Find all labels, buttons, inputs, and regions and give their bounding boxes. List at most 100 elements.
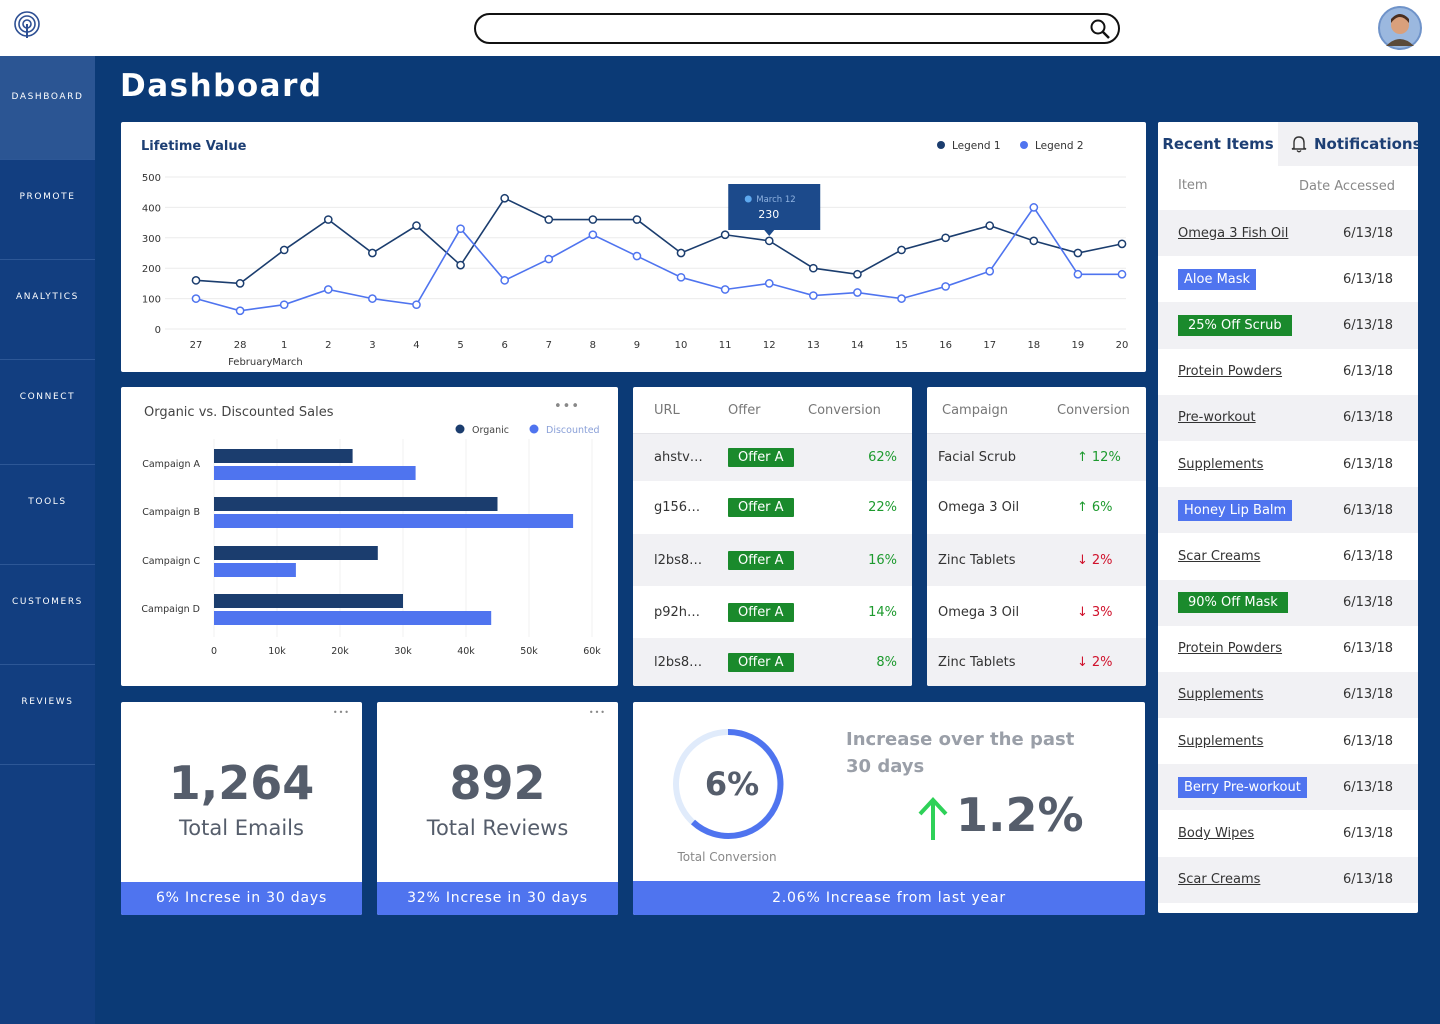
- y-tick-label: Campaign D: [141, 604, 200, 615]
- recent-item[interactable]: 25% Off Scrub: [1178, 314, 1292, 336]
- series-line: [195, 197, 1123, 285]
- conversion-gauge: 6% Total Conversion: [673, 728, 784, 864]
- bar: [214, 514, 574, 528]
- x-tick-label: 6: [501, 340, 507, 351]
- recent-item[interactable]: Supplements: [1178, 687, 1264, 703]
- conversion-cell: 8%: [876, 654, 897, 670]
- data-point: [279, 300, 289, 310]
- conversion-cell: 16%: [868, 552, 897, 568]
- data-point: [588, 230, 598, 240]
- more-menu[interactable]: •••: [553, 399, 580, 414]
- data-point: [941, 282, 950, 291]
- offer-tag[interactable]: Offer A: [728, 602, 794, 622]
- offer-tag[interactable]: Offer A: [728, 448, 794, 467]
- date-cell: 6/13/18: [1342, 826, 1394, 842]
- nav-item[interactable]: REVIEWS: [0, 665, 95, 765]
- change-value: 2%: [1091, 654, 1113, 670]
- recent-item[interactable]: Honey Lip Balm: [1178, 499, 1293, 521]
- nav-item[interactable]: DASHBOARD: [0, 56, 95, 160]
- legend-dot: [455, 424, 465, 434]
- recent-row: Protein Powders 6/13/18: [1158, 349, 1418, 395]
- bar-chart: Organic vs. Discounted Sales Organic Disco…: [141, 405, 601, 657]
- data-point: [676, 272, 686, 282]
- nav-item[interactable]: PROMOTE: [0, 160, 95, 260]
- month-label: March: [272, 357, 302, 368]
- stat-label: Total Reviews: [426, 816, 569, 840]
- recent-item[interactable]: Protein Powders: [1178, 364, 1283, 380]
- nav-item[interactable]: TOOLS: [0, 465, 95, 565]
- x-tick-label: 50k: [520, 646, 538, 657]
- data-point: [853, 288, 862, 297]
- data-point: [1117, 239, 1127, 249]
- change-value: 12%: [1091, 450, 1121, 465]
- data-point: [1029, 236, 1039, 246]
- recent-item[interactable]: Supplements: [1178, 456, 1264, 472]
- avatar[interactable]: [1378, 6, 1422, 50]
- recent-row: Aloe Mask 6/13/18: [1158, 256, 1418, 302]
- recent-item[interactable]: Scar Creams: [1178, 872, 1261, 888]
- offer-tag[interactable]: Offer A: [728, 550, 794, 570]
- data-point: [500, 193, 510, 203]
- campaign-cell: Omega 3 Oil: [938, 500, 1020, 515]
- table-row: g156… Offer A 22%: [633, 481, 912, 534]
- column-header: URL: [654, 402, 680, 418]
- search-icon[interactable]: [1088, 17, 1112, 41]
- nav-item[interactable]: ANALYTICS: [0, 260, 95, 360]
- notifications-tab[interactable]: Notifications: [1314, 135, 1418, 153]
- search-box[interactable]: [474, 13, 1120, 44]
- data-point: [1073, 248, 1083, 258]
- recent-row: Honey Lip Balm 6/13/18: [1158, 487, 1418, 534]
- x-tick-label: 14: [851, 340, 864, 351]
- campaign-cell: Facial Scrub: [938, 450, 1016, 465]
- recent-item[interactable]: Aloe Mask: [1178, 268, 1257, 290]
- item-cell: Supplements: [1158, 457, 1318, 472]
- x-tick-label: 15: [895, 340, 908, 351]
- recent-item[interactable]: Omega 3 Fish Oil: [1178, 225, 1289, 241]
- table-row: l2bs8… Offer A 16%: [633, 534, 912, 586]
- more-menu[interactable]: •••: [588, 708, 606, 717]
- recent-row: Pre-workout 6/13/18: [1158, 394, 1418, 441]
- nav-label: CONNECT: [19, 392, 76, 402]
- chart-title: Organic vs. Discounted Sales: [144, 405, 334, 420]
- recent-item[interactable]: Protein Powders: [1178, 641, 1283, 657]
- change-cell: 2%: [1077, 655, 1132, 670]
- conversion-cell: 14%: [868, 604, 897, 620]
- table-row: Omega 3 Oil 3%: [927, 586, 1146, 638]
- nav-label: ANALYTICS: [16, 292, 79, 302]
- more-menu[interactable]: •••: [332, 708, 350, 717]
- recent-item[interactable]: Berry Pre-workout: [1178, 776, 1307, 798]
- data-point: [676, 248, 686, 258]
- table-header: Campaign Conversion: [927, 387, 1146, 434]
- item-cell: 90% Off Mask: [1158, 592, 1318, 614]
- conversion-value: 6%: [705, 765, 759, 803]
- data-point: [764, 236, 774, 246]
- data-point: [323, 215, 333, 224]
- page-title: Dashboard: [120, 68, 323, 104]
- y-tick-label: Campaign A: [142, 459, 200, 470]
- x-tick-label: 4: [413, 340, 419, 351]
- recent-item[interactable]: 90% Off Mask: [1178, 592, 1288, 614]
- conversion-footer: 2.06% Increase from last year: [633, 881, 1145, 915]
- item-cell: Protein Powders: [1158, 364, 1318, 379]
- y-tick-label: 100: [142, 295, 161, 306]
- data-point: [456, 260, 465, 270]
- recent-tab[interactable]: Recent Items: [1158, 122, 1278, 166]
- recent-item[interactable]: Pre-workout: [1178, 410, 1256, 426]
- nav-item[interactable]: CUSTOMERS: [0, 565, 95, 665]
- offer-tag[interactable]: Offer A: [728, 652, 794, 672]
- recent-item[interactable]: Body Wipes: [1178, 826, 1255, 842]
- stat-card: ••• 1,264 Total Emails 6% Increse in 30 day…: [121, 702, 362, 915]
- logo[interactable]: [13, 11, 41, 39]
- date-cell: 6/13/18: [1342, 687, 1394, 703]
- nav-item[interactable]: CONNECT: [0, 360, 95, 465]
- offers-table: URL Offer Conversion ahstv… Offer A 62% g156… O…: [633, 387, 912, 686]
- item-cell: Supplements: [1158, 734, 1318, 749]
- recent-item[interactable]: Scar Creams: [1178, 548, 1261, 564]
- offer-tag[interactable]: Offer A: [728, 498, 794, 517]
- change-cell: 6%: [1077, 500, 1132, 515]
- sales-card: Organic vs. Discounted Sales Organic Disco…: [121, 387, 618, 686]
- legend-label: Legend 2: [1035, 140, 1084, 152]
- item-cell: Scar Creams: [1158, 549, 1318, 564]
- data-point: [632, 251, 642, 261]
- recent-item[interactable]: Supplements: [1178, 733, 1264, 749]
